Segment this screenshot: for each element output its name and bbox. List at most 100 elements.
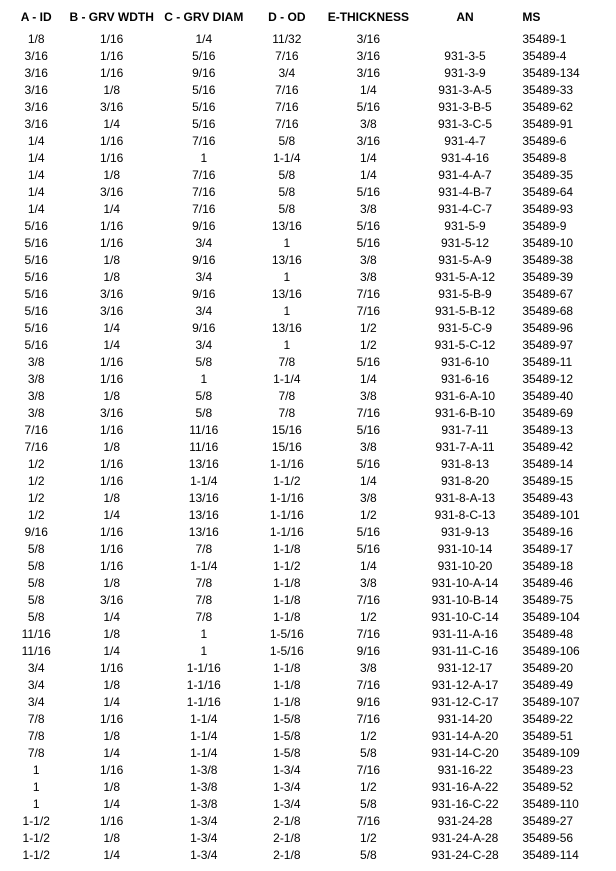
cell-b_grv_wdth: 1/8	[66, 268, 157, 285]
table-row: 5/81/161-1/41-1/21/4931-10-2035489-18	[6, 557, 610, 574]
cell-d_od: 1-5/8	[251, 710, 323, 727]
cell-value: 2-1/8	[273, 814, 300, 828]
cell-value: 35489-17	[522, 542, 573, 556]
col-header-d_od: D - OD	[251, 8, 323, 30]
cell-value: 1-1/4	[190, 474, 217, 488]
cell-value: 931-8-A-13	[435, 491, 495, 505]
cell-b_grv_wdth: 3/16	[66, 285, 157, 302]
table-row: 1/43/167/165/85/16931-4-B-735489-64	[6, 183, 610, 200]
table-row: 7/81/81-1/41-5/81/2931-14-A-2035489-51	[6, 727, 610, 744]
cell-value: 35489-49	[522, 678, 573, 692]
cell-a_id: 1	[6, 795, 66, 812]
cell-c_grv_diam: 1-1/4	[157, 557, 251, 574]
cell-value: 931-14-C-20	[431, 746, 498, 760]
cell-value: 5/8	[195, 355, 212, 369]
cell-d_od: 1-5/16	[251, 625, 323, 642]
cell-a_id: 5/16	[6, 251, 66, 268]
cell-ms: 35489-93	[516, 200, 610, 217]
cell-value: 11/16	[22, 627, 51, 641]
cell-b_grv_wdth: 3/16	[66, 404, 157, 421]
cell-value: 3/16	[357, 66, 380, 80]
cell-value: 1-5/8	[273, 746, 300, 760]
cell-a_id: 5/16	[6, 302, 66, 319]
cell-a_id: 5/8	[6, 574, 66, 591]
table-row: 3/81/165/87/85/16931-6-1035489-11	[6, 353, 610, 370]
cell-value: 1/8	[28, 32, 45, 46]
cell-b_grv_wdth: 3/16	[66, 98, 157, 115]
cell-d_od: 1-1/8	[251, 608, 323, 625]
cell-e_thick: 3/8	[323, 200, 414, 217]
cell-b_grv_wdth: 1/8	[66, 574, 157, 591]
cell-b_grv_wdth: 3/16	[66, 591, 157, 608]
cell-d_od: 5/8	[251, 166, 323, 183]
cell-value: 3/16	[357, 32, 380, 46]
cell-e_thick: 1/4	[323, 81, 414, 98]
cell-value: 931-5-C-9	[438, 321, 492, 335]
cell-ms: 35489-9	[516, 217, 610, 234]
cell-value: 1-5/16	[270, 644, 304, 658]
cell-value: 35489-43	[522, 491, 573, 505]
cell-c_grv_diam: 13/16	[157, 506, 251, 523]
cell-value: 1-1/4	[190, 559, 217, 573]
cell-value: 35489-69	[522, 406, 573, 420]
cell-value: 1-1/16	[270, 491, 304, 505]
table-row: 5/161/169/1613/165/16931-5-935489-9	[6, 217, 610, 234]
cell-value: 7/16	[357, 593, 380, 607]
cell-a_id: 1/4	[6, 183, 66, 200]
cell-b_grv_wdth: 1/16	[66, 370, 157, 387]
cell-value: 11/16	[189, 423, 218, 437]
cell-e_thick: 5/8	[323, 846, 414, 863]
cell-value: 7/16	[357, 287, 380, 301]
cell-value: 3/8	[360, 270, 377, 284]
cell-ms: 35489-46	[516, 574, 610, 591]
cell-an: 931-3-A-5	[414, 81, 517, 98]
cell-an: 931-3-B-5	[414, 98, 517, 115]
cell-an: 931-12-17	[414, 659, 517, 676]
cell-e_thick: 5/16	[323, 540, 414, 557]
cell-value: 3/16	[25, 66, 48, 80]
cell-value: 5/16	[357, 457, 380, 471]
cell-b_grv_wdth: 1/16	[66, 761, 157, 778]
cell-value: 1/8	[103, 831, 120, 845]
cell-value: 5/16	[192, 100, 215, 114]
cell-a_id: 1/4	[6, 166, 66, 183]
cell-value: 9/16	[25, 525, 48, 539]
cell-a_id: 5/8	[6, 557, 66, 574]
cell-value: 35489-18	[522, 559, 573, 573]
cell-value: 5/8	[278, 168, 295, 182]
cell-d_od: 1	[251, 268, 323, 285]
cell-value: 35489-52	[522, 780, 573, 794]
cell-value: 3/4	[28, 695, 45, 709]
cell-ms: 35489-4	[516, 47, 610, 64]
cell-value: 13/16	[272, 321, 302, 335]
table-row: 1-1/21/81-3/42-1/81/2931-24-A-2835489-56	[6, 829, 610, 846]
cell-value: 1-1/8	[273, 695, 300, 709]
cell-ms: 35489-15	[516, 472, 610, 489]
cell-value: 13/16	[272, 253, 302, 267]
cell-e_thick: 9/16	[323, 693, 414, 710]
cell-value: 1	[33, 780, 40, 794]
col-header-b_grv_wdth: B - GRV WDTH	[66, 8, 157, 30]
cell-d_od: 5/8	[251, 183, 323, 200]
table-row: 1/21/1613/161-1/165/16931-8-1335489-14	[6, 455, 610, 472]
cell-value: 1-3/4	[190, 848, 217, 862]
cell-value: 1/16	[100, 712, 123, 726]
cell-value: 5/16	[25, 304, 48, 318]
cell-value: 5/16	[357, 355, 380, 369]
cell-d_od: 13/16	[251, 251, 323, 268]
cell-d_od: 5/8	[251, 132, 323, 149]
cell-value: 931-12-17	[438, 661, 493, 675]
cell-b_grv_wdth: 1/16	[66, 812, 157, 829]
col-header-ms: MS	[516, 8, 610, 30]
cell-ms: 35489-48	[516, 625, 610, 642]
cell-value: 1/2	[28, 474, 45, 488]
cell-c_grv_diam: 1-1/16	[157, 676, 251, 693]
table-row: 1-1/21/161-3/42-1/87/16931-24-2835489-27	[6, 812, 610, 829]
cell-ms: 35489-106	[516, 642, 610, 659]
cell-value: 9/16	[192, 219, 215, 233]
cell-d_od: 1-1/16	[251, 523, 323, 540]
cell-an: 931-4-7	[414, 132, 517, 149]
cell-value: 1/4	[28, 168, 45, 182]
cell-e_thick: 5/16	[323, 455, 414, 472]
cell-b_grv_wdth: 1/8	[66, 438, 157, 455]
